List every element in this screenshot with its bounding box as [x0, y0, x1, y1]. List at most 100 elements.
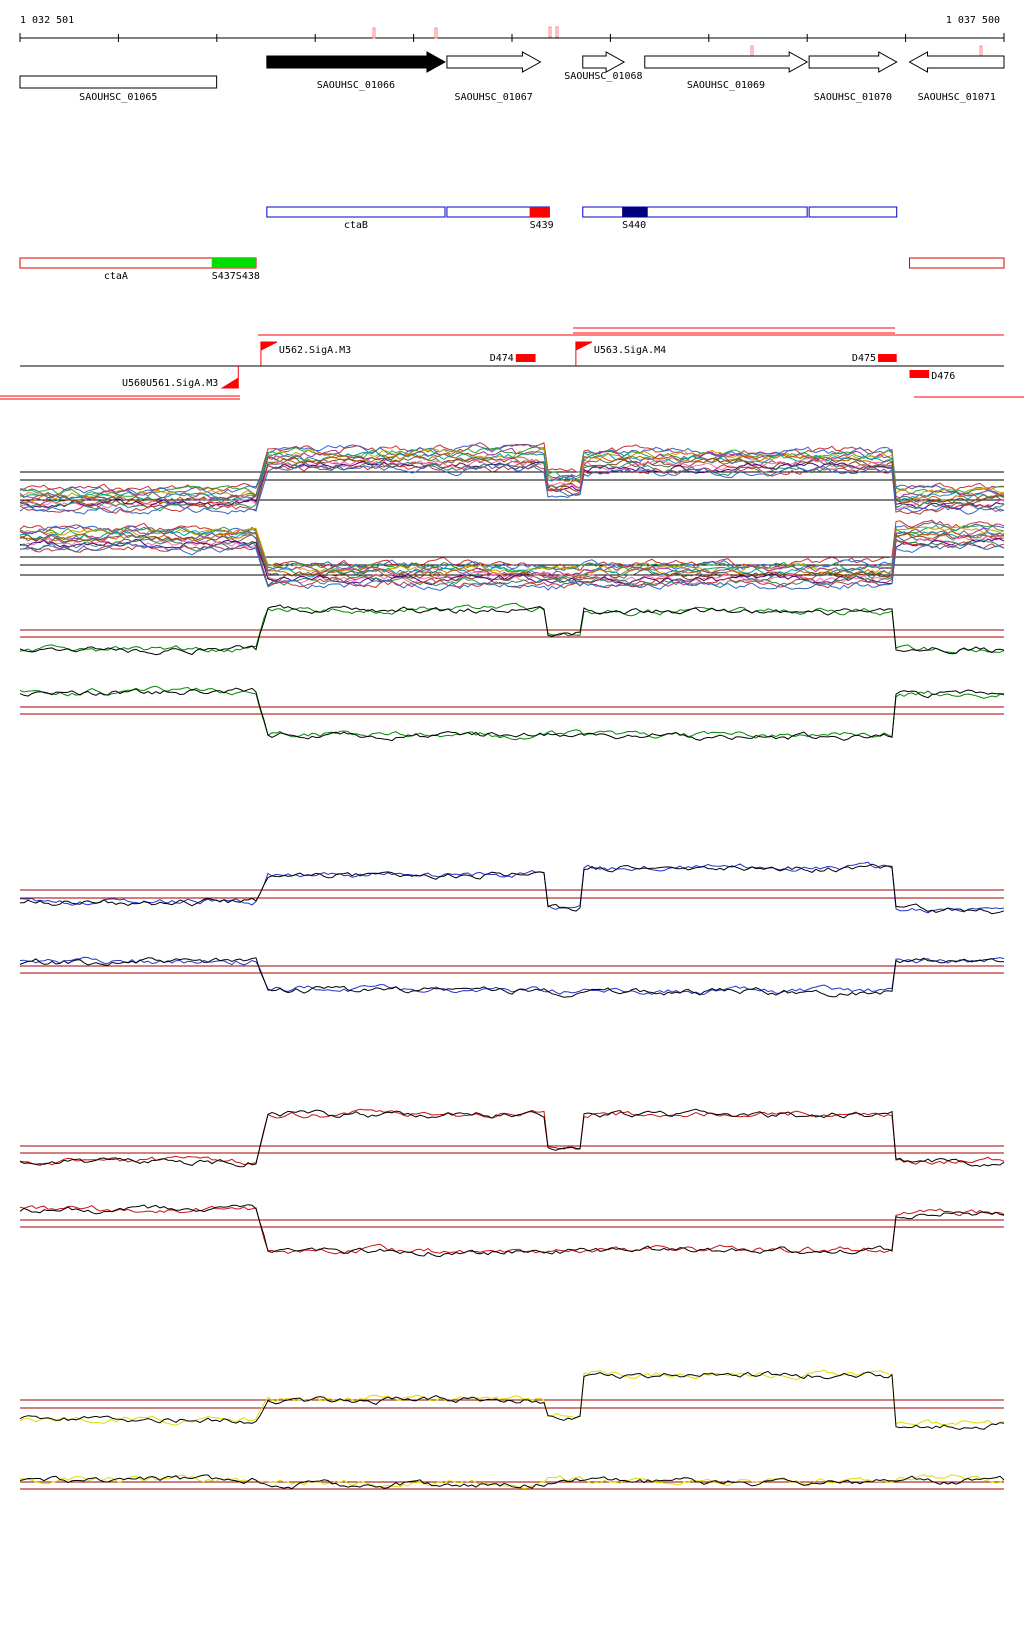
profile-trace: [19, 1108, 1005, 1167]
gene-SAOUHSC_01069[interactable]: SAOUHSC_01069: [644, 51, 809, 91]
operon-track-blue: ctaB S439 S440: [266, 206, 898, 231]
expression-profiles: [19, 442, 1005, 1490]
terminator-label: D475: [852, 353, 876, 364]
profile-trace: [19, 1370, 1005, 1430]
terminator-D476[interactable]: D476: [909, 370, 956, 382]
profile-trace: [19, 462, 1005, 515]
profile-trace: [19, 530, 1005, 581]
profile-trace: [20, 537, 1005, 586]
terminator-D474[interactable]: D474: [490, 353, 536, 364]
operon-blue[interactable]: [808, 206, 898, 218]
gene-label: SAOUHSC_01065: [79, 92, 157, 103]
profile-trace: [19, 1474, 1005, 1490]
gene-label: SAOUHSC_01068: [564, 71, 642, 82]
operon-blue[interactable]: S440: [582, 206, 808, 231]
operon-marker: [622, 207, 648, 217]
profile-panel: [19, 602, 1005, 656]
ruler: 1 032 501 1 037 500: [19, 15, 1005, 57]
gene-SAOUHSC_01070[interactable]: SAOUHSC_01070: [808, 51, 898, 103]
profile-panel: [19, 1204, 1005, 1258]
profile-panel: [19, 956, 1005, 998]
ruler-marker: [434, 27, 438, 39]
profile-trace: [19, 443, 1005, 497]
gene-arrow: [644, 51, 809, 73]
gene-label: SAOUHSC_01069: [687, 80, 765, 91]
profile-trace: [19, 526, 1005, 576]
terminator-label: D474: [490, 353, 514, 364]
profile-trace: [19, 602, 1005, 654]
gene-label: SAOUHSC_01066: [317, 80, 395, 91]
profile-panel: [19, 1108, 1005, 1168]
tss-flag: [260, 341, 278, 366]
gene-SAOUHSC_01066[interactable]: SAOUHSC_01066: [266, 51, 447, 91]
profile-trace: [19, 957, 1005, 998]
gene-SAOUHSC_01068[interactable]: SAOUHSC_01068: [564, 51, 643, 82]
profile-trace: [19, 538, 1005, 589]
tu-U562.SigA.M3[interactable]: U562.SigA.M3: [260, 341, 351, 366]
profile-trace: [20, 863, 1005, 915]
profile-trace: [19, 447, 1005, 502]
gene-SAOUHSC_01071[interactable]: SAOUHSC_01071: [908, 51, 1005, 103]
profile-panel: [19, 519, 1005, 592]
operon-marker: [211, 258, 257, 268]
gene-arrow: [908, 51, 1005, 73]
operon-track-red: ctaA S437S438: [19, 257, 1005, 282]
profile-trace: [19, 604, 1005, 656]
profile-trace: [19, 519, 1005, 572]
profile-trace: [19, 524, 1005, 574]
tu-label: U560U561.SigA.M3: [122, 378, 218, 389]
terminator-box: [878, 354, 897, 362]
gene-track: SAOUHSC_01065 SAOUHSC_01066 SAOUHSC_01067 S…: [19, 51, 1005, 103]
ruler-marker: [979, 45, 983, 57]
profile-trace: [19, 1474, 1005, 1490]
profile-trace: [19, 1369, 1005, 1426]
profile-trace: [19, 1204, 1005, 1258]
profile-trace: [19, 956, 1005, 995]
transcription-unit-track: U562.SigA.M3 U563.SigA.M4 U560U561.SigA.M3…: [0, 327, 1024, 400]
gene-label: SAOUHSC_01067: [455, 92, 533, 103]
profile-trace: [19, 450, 1005, 502]
gene-arrow: [582, 51, 626, 73]
gene-arrow: [446, 51, 542, 73]
operon-box: [808, 206, 898, 218]
tu-U563.SigA.M4[interactable]: U563.SigA.M4: [575, 341, 666, 366]
ruler-start-label: 1 032 501: [20, 15, 74, 26]
profile-panel: [19, 685, 1005, 742]
operon-red[interactable]: [909, 257, 1005, 269]
gene-arrow: [808, 51, 898, 73]
tss-flag: [220, 366, 239, 389]
terminator-label: D476: [931, 371, 955, 382]
profile-trace: [19, 530, 1005, 580]
profile-trace: [19, 861, 1005, 914]
tu-U560U561.SigA.M3[interactable]: U560U561.SigA.M3: [122, 366, 239, 389]
profile-panel: [19, 861, 1005, 915]
gene-SAOUHSC_01065[interactable]: SAOUHSC_01065: [19, 75, 218, 103]
operon-blue[interactable]: ctaB: [266, 206, 446, 231]
tss-flag: [575, 341, 593, 366]
profile-trace: [19, 685, 1005, 741]
operon-box: [582, 206, 808, 218]
ruler-end-label: 1 037 500: [946, 15, 1000, 26]
terminator-box: [515, 354, 536, 362]
profile-trace: [19, 457, 1005, 507]
profile-panel: [19, 442, 1005, 515]
terminator-D475[interactable]: D475: [852, 353, 897, 364]
operon-red[interactable]: S437S438: [212, 271, 260, 282]
operon-red[interactable]: ctaA: [19, 257, 257, 282]
operon-marker: [529, 207, 550, 217]
gene-SAOUHSC_01067[interactable]: SAOUHSC_01067: [446, 51, 542, 103]
profile-trace: [19, 687, 1005, 742]
operon-label: ctaB: [344, 220, 368, 231]
operon-blue[interactable]: S439: [446, 206, 554, 231]
operon-label: S440: [622, 220, 646, 231]
profile-panel: [19, 1474, 1005, 1490]
profile-trace: [19, 541, 1005, 592]
operon-box: [909, 257, 1005, 269]
gene-label: SAOUHSC_01070: [814, 92, 892, 103]
profile-trace: [19, 460, 1005, 512]
tu-label: U562.SigA.M3: [279, 345, 351, 356]
operon-label: S439: [530, 220, 554, 231]
profile-trace: [19, 1205, 1005, 1255]
profile-panel: [19, 1369, 1005, 1430]
